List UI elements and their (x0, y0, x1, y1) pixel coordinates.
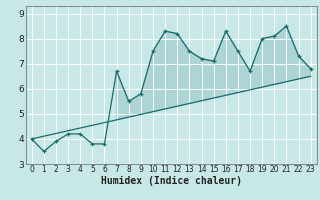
X-axis label: Humidex (Indice chaleur): Humidex (Indice chaleur) (101, 176, 242, 186)
